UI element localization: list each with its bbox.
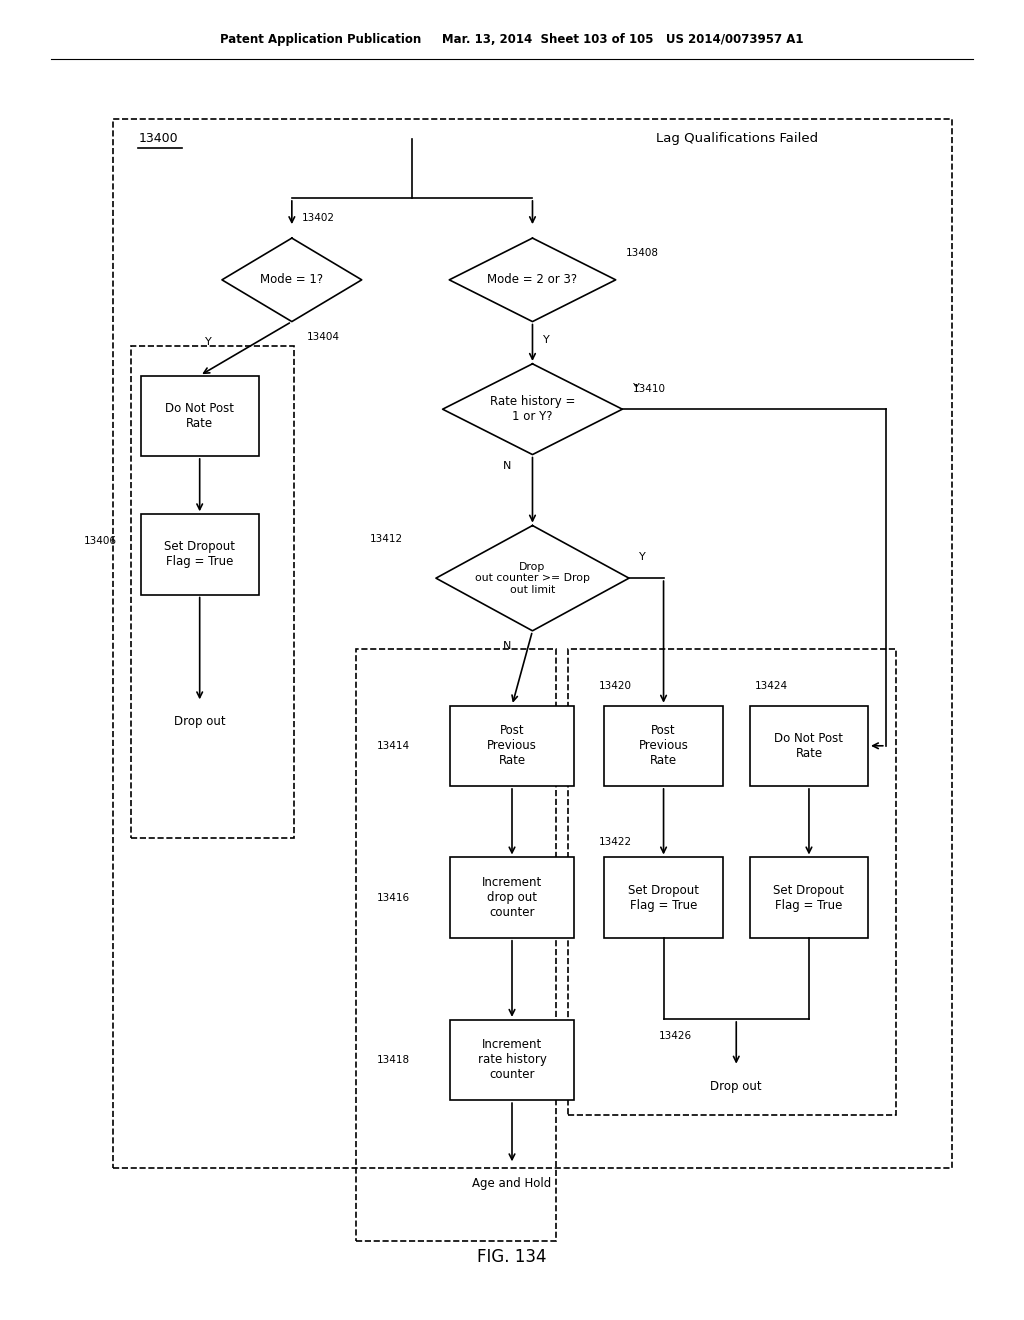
Text: Mode = 1?: Mode = 1? (260, 273, 324, 286)
FancyBboxPatch shape (140, 376, 259, 455)
Text: 13420: 13420 (599, 681, 632, 690)
Text: Y: Y (633, 383, 639, 393)
FancyBboxPatch shape (750, 706, 868, 785)
Text: 13424: 13424 (755, 681, 788, 690)
Text: Patent Application Publication     Mar. 13, 2014  Sheet 103 of 105   US 2014/007: Patent Application Publication Mar. 13, … (220, 33, 804, 46)
Text: Y: Y (543, 335, 550, 345)
Text: 13400: 13400 (138, 132, 178, 145)
FancyBboxPatch shape (451, 1020, 573, 1100)
Text: 13418: 13418 (377, 1055, 410, 1065)
Text: Mode = 2 or 3?: Mode = 2 or 3? (487, 273, 578, 286)
Polygon shape (442, 364, 623, 454)
Text: Increment
rate history
counter: Increment rate history counter (477, 1039, 547, 1081)
Text: 13402: 13402 (302, 214, 335, 223)
Text: Do Not Post
Rate: Do Not Post Rate (165, 401, 234, 430)
Text: Lag Qualifications Failed: Lag Qualifications Failed (656, 132, 818, 145)
Text: Rate history =
1 or Y?: Rate history = 1 or Y? (489, 395, 575, 424)
Text: Age and Hold: Age and Hold (472, 1177, 552, 1191)
Text: Set Dropout
Flag = True: Set Dropout Flag = True (628, 883, 699, 912)
Text: FIG. 134: FIG. 134 (477, 1247, 547, 1266)
Polygon shape (450, 238, 615, 322)
Text: N: N (503, 642, 511, 651)
Polygon shape (436, 525, 629, 631)
FancyBboxPatch shape (750, 858, 868, 937)
Text: 13414: 13414 (377, 741, 410, 751)
FancyBboxPatch shape (604, 706, 723, 785)
Text: 13426: 13426 (658, 1031, 691, 1041)
Text: 13404: 13404 (307, 333, 340, 342)
Text: Drop out: Drop out (711, 1080, 762, 1093)
Text: Post
Previous
Rate: Post Previous Rate (487, 725, 537, 767)
Polygon shape (222, 238, 361, 322)
Text: Post
Previous
Rate: Post Previous Rate (639, 725, 688, 767)
Text: Set Dropout
Flag = True: Set Dropout Flag = True (164, 540, 236, 569)
Text: Drop
out counter >= Drop
out limit: Drop out counter >= Drop out limit (475, 561, 590, 595)
Text: N: N (503, 461, 511, 471)
Text: Y: Y (639, 552, 646, 562)
Text: 13406: 13406 (84, 536, 117, 546)
Text: 13412: 13412 (370, 533, 402, 544)
Text: 13422: 13422 (599, 837, 633, 846)
Text: Y: Y (205, 338, 212, 347)
FancyBboxPatch shape (451, 706, 573, 785)
Text: Increment
drop out
counter: Increment drop out counter (482, 876, 542, 919)
Text: Do Not Post
Rate: Do Not Post Rate (774, 731, 844, 760)
FancyBboxPatch shape (451, 858, 573, 937)
Text: Set Dropout
Flag = True: Set Dropout Flag = True (773, 883, 845, 912)
Text: Drop out: Drop out (174, 715, 225, 729)
Text: 13416: 13416 (377, 892, 410, 903)
FancyBboxPatch shape (140, 515, 259, 594)
Text: 13410: 13410 (633, 384, 666, 395)
Text: 13408: 13408 (626, 248, 658, 259)
FancyBboxPatch shape (604, 858, 723, 937)
